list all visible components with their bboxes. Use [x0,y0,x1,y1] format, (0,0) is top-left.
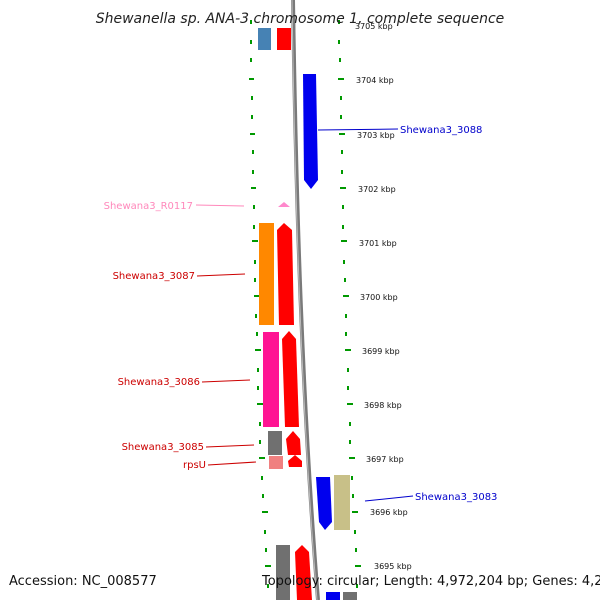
tick-label-3695: 3695 kbp [374,562,412,571]
leader-rpsu [207,461,257,466]
backbone-line [291,0,320,600]
gene-label-rpsu: rpsU [183,460,206,471]
tick-label-3696: 3696 kbp [370,508,408,517]
gene-label-3087: Shewana3_3087 [113,271,195,282]
topology-text: Topology: circular; Length: 4,972,204 bp… [262,574,600,589]
gene-arrow-3088 [303,74,318,189]
leader-3088 [317,128,399,131]
map-title: Shewanella sp. ANA-3 chromosome 1, compl… [96,11,505,27]
tick-label-3703: 3703 kbp [357,131,395,140]
gene-label-3086: Shewana3_3086 [118,377,200,388]
gene-label-3088: Shewana3_3088 [400,125,482,136]
leader-3086 [201,379,251,383]
tick-label-3705: 3705 kbp [355,22,393,31]
cog-block-grey-bottom [343,592,357,600]
gene-arrow-3083 [316,477,332,530]
gene-arrow-bottom [295,545,312,600]
gene-arrow-3086 [282,331,299,427]
cog-block-blue-bottom [326,592,340,600]
accession-text: Accession: NC_008577 [9,574,157,589]
gene-label-r0117: Shewana3_R0117 [104,201,193,212]
tick-label-3697: 3697 kbp [366,455,404,464]
leader-3087 [196,273,246,277]
gene-arrow-rpsu [288,455,302,467]
gene-label-3085: Shewana3_3085 [122,442,204,453]
tick-label-3700: 3700 kbp [360,293,398,302]
gene-arrow-3087 [277,223,294,325]
cog-block-khaki [334,475,350,530]
gc-ticks-right [338,20,361,588]
leader-3085 [205,444,255,448]
tick-label-3699: 3699 kbp [362,347,400,356]
cog-block-magenta [263,332,279,427]
tick-label-3702: 3702 kbp [358,185,396,194]
cog-block-grey-2 [276,545,290,600]
tick-label-3704: 3704 kbp [356,76,394,85]
gene-arrow-top [277,28,291,50]
gene-label-3083: Shewana3_3083 [415,492,497,503]
cog-block-steelblue [258,28,271,50]
cog-block-grey [268,431,282,455]
tick-label-3701: 3701 kbp [359,239,397,248]
cog-block-pink [269,456,283,469]
gene-arrow-r0117 [278,202,290,207]
cog-block-orange [259,223,274,325]
tick-label-3698: 3698 kbp [364,401,402,410]
leader-r0117 [195,204,245,207]
gene-arrow-3085 [286,431,301,455]
leader-3083 [364,495,414,502]
